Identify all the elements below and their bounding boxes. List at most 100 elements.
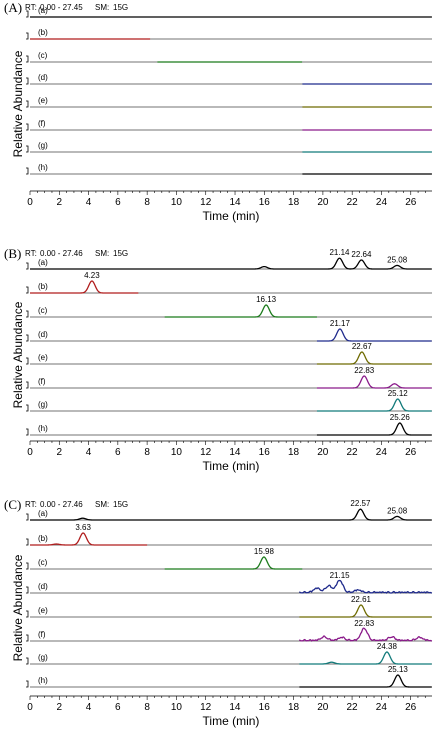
trace-c: (c) 16.13 [26, 295, 432, 318]
x-axis-title: Time (min) [203, 714, 260, 728]
peak-label: 22.83 [354, 366, 375, 375]
trace-a: (a) 21.14 22.64 25.08 [26, 248, 432, 270]
x-tick-label: 26 [405, 702, 417, 713]
x-tick-label: 26 [405, 197, 417, 208]
x-tick-label: 22 [347, 447, 359, 458]
trace-bracket [26, 10, 29, 18]
trace-label: (c) [38, 306, 48, 315]
x-tick-label: 2 [56, 447, 62, 458]
trace-e: (e) 22.61 [26, 595, 432, 618]
trace-label: (d) [38, 330, 48, 339]
rt-label: RT: [25, 3, 37, 12]
rt-value: 0.00 - 27.45 [40, 3, 83, 12]
x-tick-label: 12 [200, 702, 212, 713]
trace-g: (g) 25.12 [26, 389, 432, 412]
trace-line [299, 604, 432, 618]
rt-label: RT: [25, 500, 37, 509]
x-tick-label: 0 [27, 197, 33, 208]
x-tick-label: 14 [229, 447, 241, 458]
x-tick-label: 10 [171, 702, 183, 713]
trace-b: (b) 4.23 [26, 271, 432, 294]
trace-b: (b) [26, 28, 432, 40]
x-tick-label: 12 [200, 447, 212, 458]
panel-label: (B) [4, 246, 21, 261]
trace-line [316, 422, 432, 436]
trace-bracket [26, 657, 29, 665]
trace-line [298, 627, 433, 642]
trace-f: (f) [26, 119, 432, 131]
trace-line [164, 556, 303, 570]
trace-bracket [26, 680, 29, 688]
x-tick-label: 18 [288, 447, 300, 458]
trace-label: (c) [38, 51, 48, 60]
trace-a: (a) [26, 6, 432, 18]
trace-label: (f) [38, 630, 46, 639]
trace-label: (e) [38, 353, 48, 362]
trace-line [316, 351, 432, 365]
y-axis-title: Relative Abundance [11, 50, 25, 157]
x-axis-title: Time (min) [203, 459, 260, 473]
trace-label: (e) [38, 96, 48, 105]
x-axis-title: Time (min) [203, 209, 260, 223]
x-tick-label: 14 [229, 197, 241, 208]
trace-bracket [26, 286, 29, 294]
trace-bracket [26, 262, 29, 270]
y-axis-title: Relative Abundance [11, 301, 25, 408]
trace-bracket [26, 55, 29, 63]
rt-label: RT: [25, 249, 37, 258]
x-tick-label: 24 [376, 197, 388, 208]
trace-bracket [26, 167, 29, 175]
panel-label: (C) [4, 497, 21, 512]
x-tick-label: 6 [115, 702, 121, 713]
trace-bracket [26, 32, 29, 40]
chart-panel-a: (A) RT: 0.00 - 27.45 SM: 15G Relative Abundan… [4, 0, 432, 223]
trace-line [316, 398, 432, 412]
x-tick-label: 18 [288, 702, 300, 713]
peak-label: 16.13 [256, 295, 277, 304]
trace-bracket [26, 634, 29, 642]
trace-line [30, 257, 432, 270]
trace-label: (d) [38, 73, 48, 82]
peak-label: 21.14 [329, 248, 350, 257]
trace-f: (f) 22.83 [26, 619, 433, 642]
sm-value: 15G [113, 3, 128, 12]
x-tick-label: 22 [347, 702, 359, 713]
x-tick-label: 6 [115, 197, 121, 208]
x-tick-label: 0 [27, 702, 33, 713]
trace-bracket [26, 513, 29, 521]
peak-label: 25.26 [390, 413, 411, 422]
trace-label: (h) [38, 424, 48, 433]
x-tick-label: 12 [200, 197, 212, 208]
y-axis-title: Relative Abundance [11, 554, 25, 661]
peak-label: 22.83 [354, 619, 375, 628]
trace-line [316, 375, 432, 389]
trace-label: (b) [38, 28, 48, 37]
x-tick-label: 20 [317, 197, 329, 208]
trace-e: (e) [26, 96, 432, 108]
trace-label: (g) [38, 653, 48, 662]
x-tick-label: 2 [57, 197, 63, 208]
trace-line [30, 280, 139, 294]
trace-bracket [26, 562, 29, 570]
trace-label: (h) [38, 676, 48, 685]
peak-label: 25.08 [387, 255, 408, 264]
x-tick-label: 8 [144, 197, 150, 208]
peak-label: 25.08 [387, 506, 408, 515]
sm-value: 15G [113, 500, 128, 509]
trace-g: (g) 24.38 [26, 642, 432, 665]
trace-h: (h) 25.13 [26, 665, 432, 688]
x-tick-label: 4 [86, 702, 92, 713]
trace-h: (h) [26, 163, 432, 175]
sm-value: 15G [113, 249, 128, 258]
sm-label: SM: [95, 500, 109, 509]
trace-label: (d) [38, 582, 48, 591]
trace-label: (h) [38, 163, 48, 172]
x-tick-label: 2 [56, 702, 62, 713]
x-tick-label: 16 [259, 702, 271, 713]
trace-d: (d) 21.17 [26, 319, 432, 342]
x-tick-label: 20 [317, 447, 329, 458]
x-tick-label: 16 [259, 197, 271, 208]
x-tick-label: 8 [144, 447, 150, 458]
trace-f: (f) 22.83 [26, 366, 432, 389]
x-tick-label: 22 [347, 197, 359, 208]
